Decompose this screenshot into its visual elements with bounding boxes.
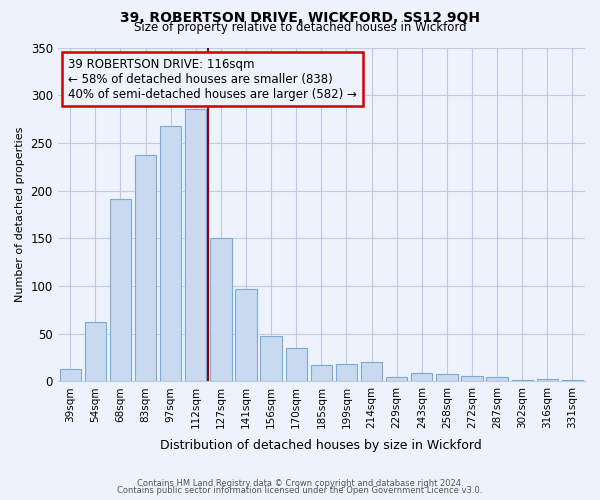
Bar — [536, 378, 558, 382]
Bar — [286, 348, 307, 382]
Bar — [260, 336, 282, 382]
Bar — [487, 376, 508, 382]
Bar — [336, 364, 357, 382]
Bar — [135, 156, 156, 382]
Bar — [512, 380, 533, 382]
Bar — [160, 126, 181, 382]
Text: Size of property relative to detached houses in Wickford: Size of property relative to detached ho… — [134, 22, 466, 35]
Text: Contains public sector information licensed under the Open Government Licence v3: Contains public sector information licen… — [118, 486, 482, 495]
Text: Contains HM Land Registry data © Crown copyright and database right 2024.: Contains HM Land Registry data © Crown c… — [137, 478, 463, 488]
Y-axis label: Number of detached properties: Number of detached properties — [15, 127, 25, 302]
Bar — [210, 238, 232, 382]
Bar — [110, 199, 131, 382]
Bar — [85, 322, 106, 382]
Bar — [235, 289, 257, 382]
Bar — [59, 369, 81, 382]
Bar — [562, 380, 583, 382]
Text: 39 ROBERTSON DRIVE: 116sqm
← 58% of detached houses are smaller (838)
40% of sem: 39 ROBERTSON DRIVE: 116sqm ← 58% of deta… — [68, 58, 357, 100]
Bar — [411, 373, 433, 382]
Bar — [185, 108, 206, 382]
Text: 39, ROBERTSON DRIVE, WICKFORD, SS12 9QH: 39, ROBERTSON DRIVE, WICKFORD, SS12 9QH — [120, 11, 480, 25]
Bar — [436, 374, 458, 382]
Bar — [461, 376, 482, 382]
X-axis label: Distribution of detached houses by size in Wickford: Distribution of detached houses by size … — [160, 440, 482, 452]
Bar — [386, 376, 407, 382]
Bar — [311, 365, 332, 382]
Bar — [361, 362, 382, 382]
